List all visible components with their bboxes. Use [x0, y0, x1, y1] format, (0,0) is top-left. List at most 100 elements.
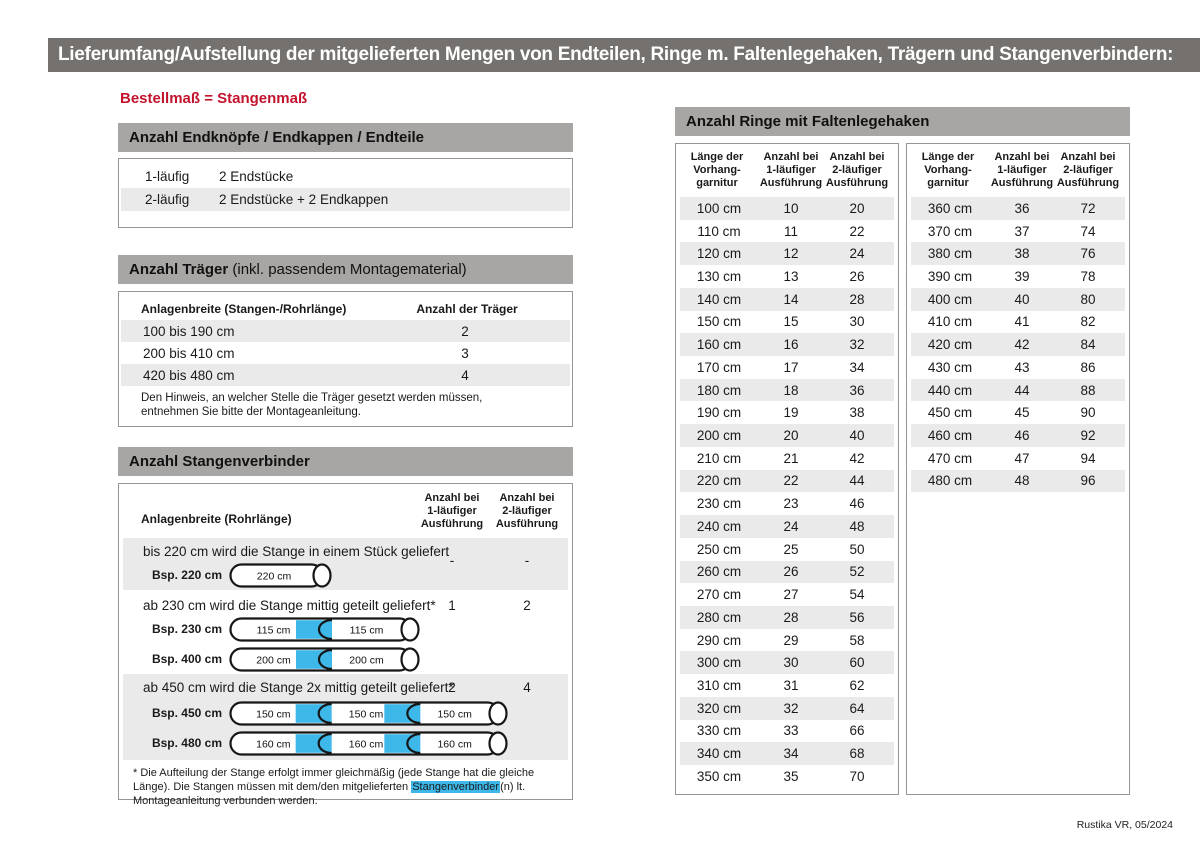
verbinder-col1-header: Anlagenbreite (Rohrlänge): [141, 512, 292, 526]
traeger-table-head: Anlagenbreite (Stangen-/Rohrlänge) Anzah…: [119, 302, 572, 316]
ringe-row-count-2l: 56: [849, 609, 865, 625]
ringe-row-count-1l: 41: [1014, 314, 1030, 330]
ringe-row: 150 cm 15 30: [680, 311, 894, 334]
ringe-row-length: 240 cm: [696, 518, 742, 534]
ringe-row-count-2l: 80: [1080, 291, 1096, 307]
rod-diagram: 115 cm 115 cm: [229, 616, 420, 642]
ringe-row-length: 180 cm: [696, 382, 742, 398]
endteile-table: 1-läufig 2 Endstücke 2-läufig 2 Endstück…: [118, 158, 573, 228]
ringe-row-length: 160 cm: [696, 337, 742, 353]
ringe-row-length: 380 cm: [927, 246, 973, 262]
ringe-table-left: Länge der Vorhang- garnitur Anzahl bei 1…: [675, 143, 899, 795]
ringe-row-count-1l: 20: [783, 428, 799, 444]
traeger-row: 200 bis 410 cm 3: [121, 342, 570, 364]
ringe-row-count-2l: 60: [849, 655, 865, 671]
ringe-row-count-2l: 40: [849, 428, 865, 444]
ringe-row: 420 cm 42 84: [911, 333, 1125, 357]
footnote-text-post: (n) lt. Montageanleitung verbunden werde…: [133, 781, 526, 807]
ringe-row-count-1l: 34: [783, 746, 799, 762]
endteile-row-label: 1-läufig: [145, 169, 190, 184]
ringe-row-count-2l: 76: [1080, 246, 1096, 262]
ringe-row-count-2l: 94: [1080, 450, 1096, 466]
ringe-row-count-1l: 17: [783, 359, 799, 375]
verbinder-block-value-2: 2: [523, 598, 531, 613]
verbinder-table: Anlagenbreite (Rohrlänge) Anzahl bei 1-l…: [118, 483, 573, 807]
ringe-row-count-2l: 48: [849, 518, 865, 534]
page-title: Lieferumfang/Aufstellung der mitgeliefer…: [58, 44, 1174, 65]
ringe-row-count-2l: 96: [1080, 473, 1096, 489]
ringe-row-length: 230 cm: [696, 496, 742, 512]
rod-example-label: Bsp. 480 cm: [151, 736, 222, 750]
ringe-left-head: Länge der Vorhang- garnitur Anzahl bei 1…: [676, 144, 898, 190]
traeger-row-count: 3: [461, 345, 469, 361]
ringe-row: 440 cm 44 88: [911, 378, 1125, 402]
endteile-row-value: 2 Endstücke + 2 Endkappen: [219, 192, 389, 207]
ringe-col1-header: Länge der Vorhang- garnitur: [921, 151, 975, 189]
svg-text:200 cm: 200 cm: [349, 654, 384, 666]
ringe-row-count-2l: 32: [849, 337, 865, 353]
ringe-row: 450 cm 45 90: [911, 401, 1125, 424]
ringe-col2-header: Anzahl bei 1-läufiger Ausführung: [990, 151, 1054, 189]
ringe-row-count-1l: 13: [783, 269, 799, 285]
ringe-row-count-1l: 31: [783, 677, 799, 693]
rod-diagram: 150 cm 150 cm 150 cm: [229, 700, 508, 726]
ringe-row-count-1l: 44: [1014, 382, 1030, 398]
ringe-row-count-1l: 15: [783, 314, 799, 330]
svg-text:115 cm: 115 cm: [257, 624, 291, 636]
ringe-row-length: 330 cm: [696, 723, 742, 739]
ringe-row-length: 100 cm: [696, 200, 742, 216]
ringe-row: 270 cm 27 54: [680, 583, 894, 606]
ringe-row-count-2l: 44: [849, 473, 865, 489]
ringe-row: 100 cm 10 20: [680, 197, 894, 220]
ringe-row-count-2l: 70: [849, 768, 865, 784]
verbinder-col2-header: Anzahl bei 1-läufiger Ausführung: [420, 492, 484, 530]
ringe-row-count-2l: 24: [849, 246, 865, 262]
ringe-row-length: 310 cm: [696, 677, 742, 693]
ringe-row-count-2l: 58: [849, 632, 865, 648]
ringe-row-count-2l: 82: [1080, 314, 1096, 330]
ringe-row-count-1l: 30: [783, 655, 799, 671]
ringe-row-length: 460 cm: [927, 428, 973, 444]
ringe-row-count-2l: 20: [849, 200, 865, 216]
svg-text:200 cm: 200 cm: [256, 654, 291, 666]
ringe-row: 250 cm 25 50: [680, 538, 894, 561]
endteile-row: 2-läufig 2 Endstücke + 2 Endkappen: [121, 188, 570, 211]
ringe-row-count-2l: 30: [849, 314, 865, 330]
svg-text:150 cm: 150 cm: [256, 708, 291, 720]
ringe-row: 460 cm 46 92: [911, 424, 1125, 447]
ringe-row-count-2l: 54: [849, 587, 865, 603]
ringe-row-count-1l: 10: [783, 200, 799, 216]
ringe-row-count-1l: 23: [783, 496, 799, 512]
ringe-row-count-2l: 62: [849, 677, 865, 693]
ringe-row: 410 cm 41 82: [911, 311, 1125, 334]
svg-text:150 cm: 150 cm: [437, 708, 472, 720]
ringe-right-head: Länge der Vorhang- garnitur Anzahl bei 1…: [907, 144, 1129, 190]
svg-text:160 cm: 160 cm: [349, 738, 384, 750]
ringe-row-length: 110 cm: [697, 223, 741, 239]
ringe-row-count-2l: 28: [849, 291, 865, 307]
verbinder-col3-header: Anzahl bei 2-läufiger Ausführung: [495, 492, 559, 530]
traeger-row-count: 2: [461, 323, 469, 339]
verbinder-block: bis 220 cm wird die Stange in einem Stüc…: [123, 538, 568, 590]
svg-text:220 cm: 220 cm: [257, 570, 292, 582]
traeger-note: Den Hinweis, an welcher Stelle die Träge…: [141, 392, 483, 418]
ringe-row-length: 220 cm: [696, 473, 742, 489]
ringe-row: 380 cm 38 76: [911, 242, 1125, 266]
ringe-row: 360 cm 36 72: [911, 197, 1125, 220]
ringe-row-count-1l: 25: [783, 541, 799, 557]
traeger-row: 100 bis 190 cm 2: [121, 320, 570, 342]
verbinder-block-value-1: 1: [448, 598, 456, 613]
ringe-row-count-2l: 68: [849, 746, 865, 762]
ringe-row: 240 cm 24 48: [680, 515, 894, 538]
ringe-row-count-2l: 78: [1080, 269, 1096, 285]
ringe-row: 370 cm 37 74: [911, 220, 1125, 243]
rod-example-label: Bsp. 220 cm: [151, 568, 222, 582]
ringe-row-length: 420 cm: [927, 337, 973, 353]
ringe-row-count-2l: 72: [1080, 200, 1096, 216]
ringe-row-count-2l: 86: [1080, 359, 1096, 375]
section-verbinder-header: Anzahl Stangenverbinder: [118, 447, 573, 476]
ringe-row-count-1l: 40: [1014, 291, 1030, 307]
ringe-left-rows: 100 cm 10 20 110 cm 11 22 120 cm 12 24 1…: [676, 197, 898, 788]
ringe-row-count-2l: 92: [1080, 428, 1096, 444]
ringe-row: 110 cm 11 22: [680, 220, 894, 243]
